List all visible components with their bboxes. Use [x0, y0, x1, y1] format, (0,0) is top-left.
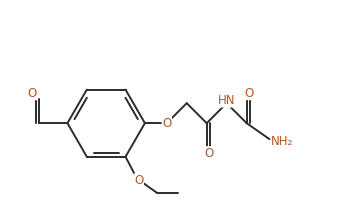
Text: O: O — [27, 87, 37, 100]
Text: O: O — [134, 174, 143, 187]
Text: NH₂: NH₂ — [271, 135, 294, 148]
Text: HN: HN — [218, 94, 236, 107]
Text: O: O — [244, 87, 253, 100]
Text: O: O — [162, 117, 171, 130]
Text: O: O — [205, 147, 214, 160]
